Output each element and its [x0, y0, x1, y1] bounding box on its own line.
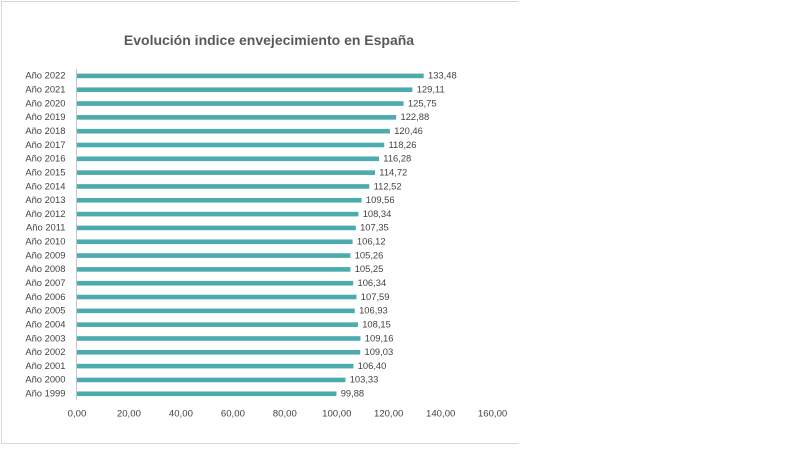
svg-text:99,88: 99,88 [341, 388, 364, 399]
svg-text:Año 2000: Año 2000 [25, 374, 65, 385]
svg-text:105,25: 105,25 [355, 263, 384, 274]
svg-text:Año 2003: Año 2003 [25, 332, 65, 343]
svg-text:Año 2022: Año 2022 [25, 70, 65, 81]
svg-text:107,35: 107,35 [360, 222, 389, 233]
svg-text:Año 2018: Año 2018 [25, 125, 65, 136]
svg-text:Año 2019: Año 2019 [25, 111, 65, 122]
svg-text:105,26: 105,26 [355, 249, 384, 260]
svg-text:140,00: 140,00 [426, 409, 455, 420]
svg-text:108,15: 108,15 [362, 318, 391, 329]
svg-text:107,59: 107,59 [361, 291, 390, 302]
svg-text:Año 2006: Año 2006 [25, 291, 65, 302]
svg-text:106,93: 106,93 [359, 305, 388, 316]
svg-text:Año 2011: Año 2011 [26, 222, 65, 233]
svg-text:120,00: 120,00 [374, 409, 403, 420]
svg-text:Año 2004: Año 2004 [25, 318, 65, 329]
svg-text:116,28: 116,28 [383, 153, 411, 164]
svg-text:80,00: 80,00 [273, 409, 297, 420]
svg-text:Año 2009: Año 2009 [25, 249, 65, 260]
svg-text:109,56: 109,56 [366, 194, 395, 205]
svg-text:103,33: 103,33 [350, 374, 379, 385]
svg-text:160,00: 160,00 [478, 409, 507, 420]
svg-text:125,75: 125,75 [408, 97, 437, 108]
svg-text:114,72: 114,72 [379, 166, 407, 177]
svg-text:109,03: 109,03 [365, 346, 394, 357]
svg-text:20,00: 20,00 [117, 409, 141, 420]
svg-text:Año 2002: Año 2002 [25, 346, 65, 357]
svg-text:Año 2012: Año 2012 [25, 208, 65, 219]
svg-text:Año 2005: Año 2005 [25, 305, 65, 316]
svg-text:112,52: 112,52 [374, 180, 402, 191]
svg-text:40,00: 40,00 [169, 409, 193, 420]
svg-text:Año 2017: Año 2017 [25, 139, 65, 150]
svg-text:60,00: 60,00 [221, 409, 245, 420]
svg-text:100,00: 100,00 [322, 409, 351, 420]
svg-text:106,12: 106,12 [357, 236, 386, 247]
svg-text:129,11: 129,11 [417, 84, 445, 95]
svg-text:109,16: 109,16 [365, 332, 394, 343]
svg-text:Año 2016: Año 2016 [25, 153, 65, 164]
svg-text:0,00: 0,00 [68, 409, 87, 420]
svg-text:Año 2008: Año 2008 [25, 263, 65, 274]
svg-text:Año 2015: Año 2015 [25, 166, 65, 177]
svg-text:106,34: 106,34 [358, 277, 387, 288]
svg-text:Año 2007: Año 2007 [25, 277, 65, 288]
svg-text:120,46: 120,46 [394, 125, 423, 136]
svg-text:Año 2013: Año 2013 [25, 194, 65, 205]
svg-text:Año 2014: Año 2014 [25, 180, 65, 191]
svg-text:122,88: 122,88 [401, 111, 430, 122]
svg-text:Evolución indice envejecimient: Evolución indice envejecimiento en Españ… [124, 32, 414, 48]
svg-text:Año 1999: Año 1999 [25, 388, 65, 399]
svg-text:Año 2021: Año 2021 [25, 84, 65, 95]
svg-text:Año 2010: Año 2010 [25, 236, 65, 247]
svg-text:Año 2001: Año 2001 [25, 360, 65, 371]
svg-text:133,48: 133,48 [428, 70, 457, 81]
svg-text:106,40: 106,40 [358, 360, 387, 371]
svg-text:Año 2020: Año 2020 [25, 97, 65, 108]
svg-text:118,26: 118,26 [389, 139, 417, 150]
svg-text:108,34: 108,34 [363, 208, 392, 219]
